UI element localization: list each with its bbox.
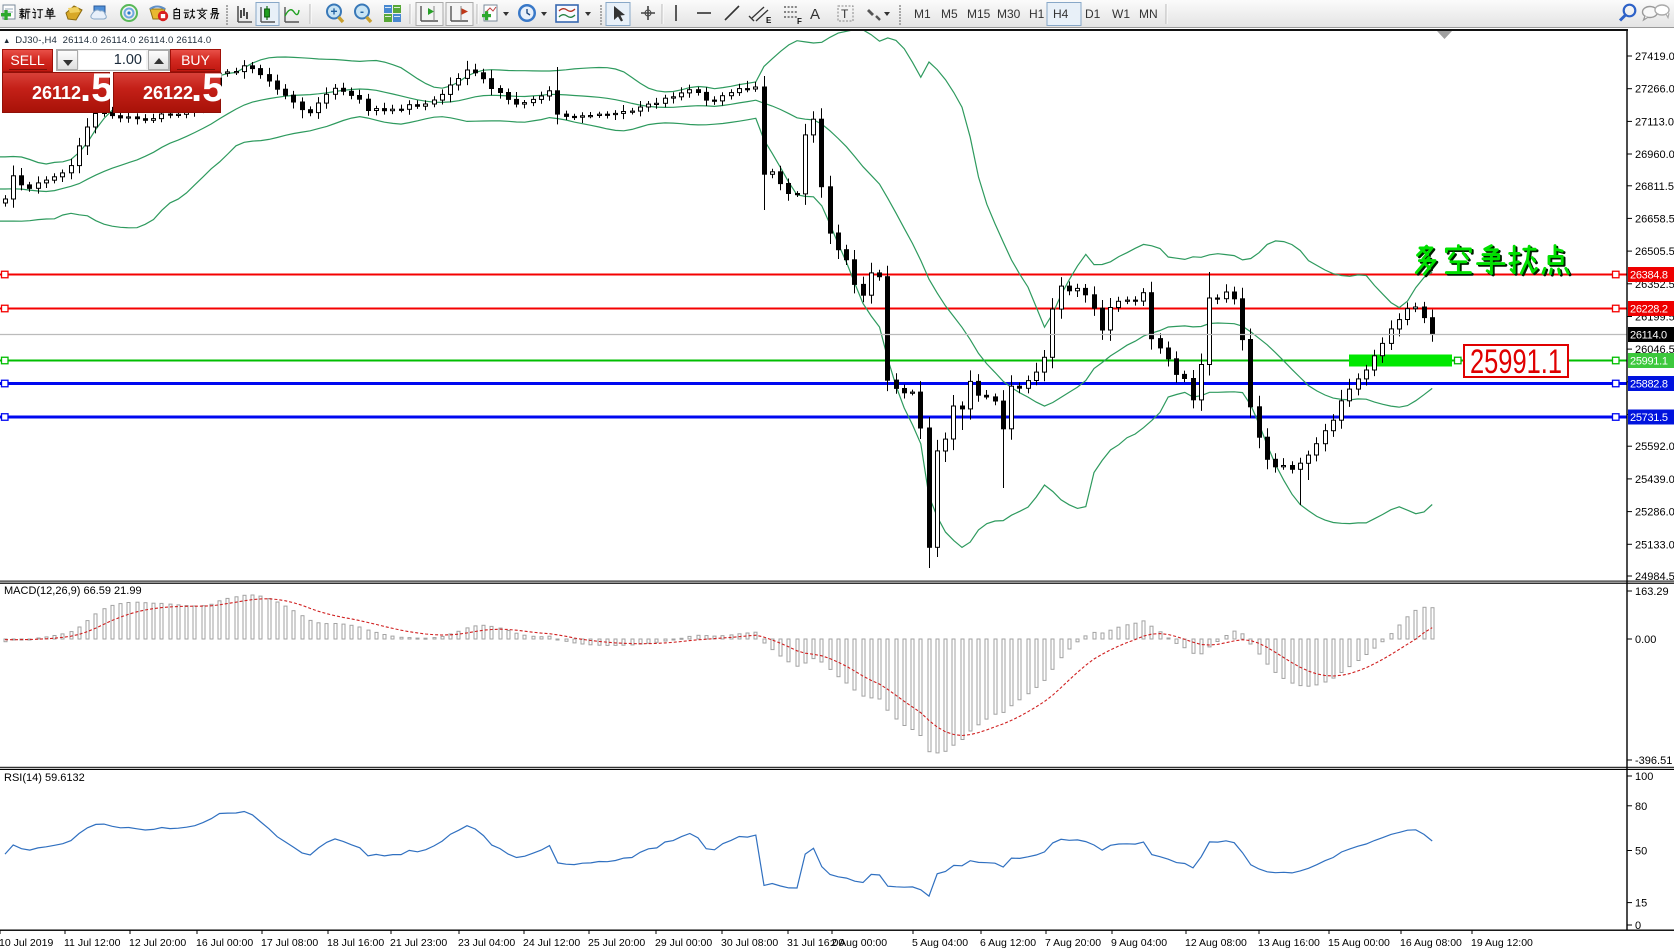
svg-text:19 Aug 12:00: 19 Aug 12:00 xyxy=(1471,937,1533,949)
svg-text:25731.5: 25731.5 xyxy=(1630,412,1668,424)
svg-text:M1: M1 xyxy=(914,7,931,21)
svg-text:26811.5: 26811.5 xyxy=(1635,181,1674,193)
svg-text:18 Jul 16:00: 18 Jul 16:00 xyxy=(327,937,384,949)
svg-text:25882.8: 25882.8 xyxy=(1630,379,1668,391)
svg-text:16 Jul 00:00: 16 Jul 00:00 xyxy=(196,937,253,949)
svg-text:21 Jul 23:00: 21 Jul 23:00 xyxy=(390,937,447,949)
svg-text:W1: W1 xyxy=(1112,7,1130,21)
svg-text:H4: H4 xyxy=(1053,7,1069,21)
svg-text:26658.5: 26658.5 xyxy=(1635,213,1674,225)
svg-text:16 Aug 08:00: 16 Aug 08:00 xyxy=(1400,937,1462,949)
svg-text:9 Aug 04:00: 9 Aug 04:00 xyxy=(1111,937,1167,949)
svg-text:0: 0 xyxy=(1635,920,1641,932)
svg-text:24 Jul 12:00: 24 Jul 12:00 xyxy=(523,937,580,949)
svg-text:12 Jul 20:00: 12 Jul 20:00 xyxy=(129,937,186,949)
svg-text:F: F xyxy=(797,17,802,26)
svg-text:30 Jul 08:00: 30 Jul 08:00 xyxy=(721,937,778,949)
svg-text:26228.2: 26228.2 xyxy=(1630,304,1668,316)
svg-text:T: T xyxy=(841,7,849,21)
svg-text:MN: MN xyxy=(1139,7,1158,21)
svg-text:26384.8: 26384.8 xyxy=(1630,270,1668,282)
svg-text:25133.0: 25133.0 xyxy=(1635,539,1674,551)
svg-text:25286.0: 25286.0 xyxy=(1635,507,1674,519)
svg-text:29 Jul 00:00: 29 Jul 00:00 xyxy=(655,937,712,949)
svg-text:24984.5: 24984.5 xyxy=(1635,571,1674,583)
svg-text:+: + xyxy=(330,5,337,19)
svg-text:25439.0: 25439.0 xyxy=(1635,474,1674,486)
svg-text:12 Aug 08:00: 12 Aug 08:00 xyxy=(1185,937,1247,949)
svg-text:50: 50 xyxy=(1635,846,1647,858)
svg-text:0.00: 0.00 xyxy=(1635,634,1656,646)
svg-text:23 Jul 04:00: 23 Jul 04:00 xyxy=(458,937,515,949)
svg-text:RSI(14) 59.6132: RSI(14) 59.6132 xyxy=(4,772,85,784)
svg-text:5 Aug 04:00: 5 Aug 04:00 xyxy=(912,937,968,949)
svg-text:26114.0: 26114.0 xyxy=(1630,330,1667,342)
svg-text:27266.0: 27266.0 xyxy=(1635,84,1674,96)
svg-text:25 Jul 20:00: 25 Jul 20:00 xyxy=(588,937,645,949)
svg-text:25991.1: 25991.1 xyxy=(1470,343,1562,381)
svg-text:31 Jul 16:00: 31 Jul 16:00 xyxy=(787,937,844,949)
svg-text:2 Aug 00:00: 2 Aug 00:00 xyxy=(831,937,887,949)
svg-text:163.29: 163.29 xyxy=(1635,586,1669,598)
svg-text:MACD(12,26,9) 66.59 21.99: MACD(12,26,9) 66.59 21.99 xyxy=(4,585,142,597)
svg-text:11 Jul 12:00: 11 Jul 12:00 xyxy=(64,937,121,949)
svg-text:25592.0: 25592.0 xyxy=(1635,441,1674,453)
svg-text:17 Jul 08:00: 17 Jul 08:00 xyxy=(261,937,318,949)
svg-text:M30: M30 xyxy=(997,7,1021,21)
svg-text:80: 80 xyxy=(1635,801,1647,813)
svg-text:100: 100 xyxy=(1635,771,1653,783)
svg-text:A: A xyxy=(810,6,820,23)
svg-text:26960.0: 26960.0 xyxy=(1635,149,1674,161)
svg-text:15: 15 xyxy=(1635,898,1647,910)
svg-text:13 Aug 16:00: 13 Aug 16:00 xyxy=(1258,937,1320,949)
svg-text:7 Aug 20:00: 7 Aug 20:00 xyxy=(1045,937,1101,949)
svg-text:M15: M15 xyxy=(967,7,991,21)
svg-text:6 Aug 12:00: 6 Aug 12:00 xyxy=(980,937,1036,949)
svg-text:E: E xyxy=(766,16,772,25)
svg-text:H1: H1 xyxy=(1029,7,1045,21)
svg-text:D1: D1 xyxy=(1085,7,1101,21)
svg-text:15 Aug 00:00: 15 Aug 00:00 xyxy=(1328,937,1390,949)
svg-text:-396.51: -396.51 xyxy=(1635,755,1672,767)
svg-text:M5: M5 xyxy=(941,7,958,21)
svg-text:25991.1: 25991.1 xyxy=(1630,356,1668,368)
svg-text:26505.5: 26505.5 xyxy=(1635,246,1674,258)
svg-text:27419.0: 27419.0 xyxy=(1635,51,1674,63)
svg-text:-: - xyxy=(360,5,364,19)
svg-text:10 Jul 2019: 10 Jul 2019 xyxy=(0,937,53,949)
svg-text:27113.0: 27113.0 xyxy=(1635,116,1674,128)
